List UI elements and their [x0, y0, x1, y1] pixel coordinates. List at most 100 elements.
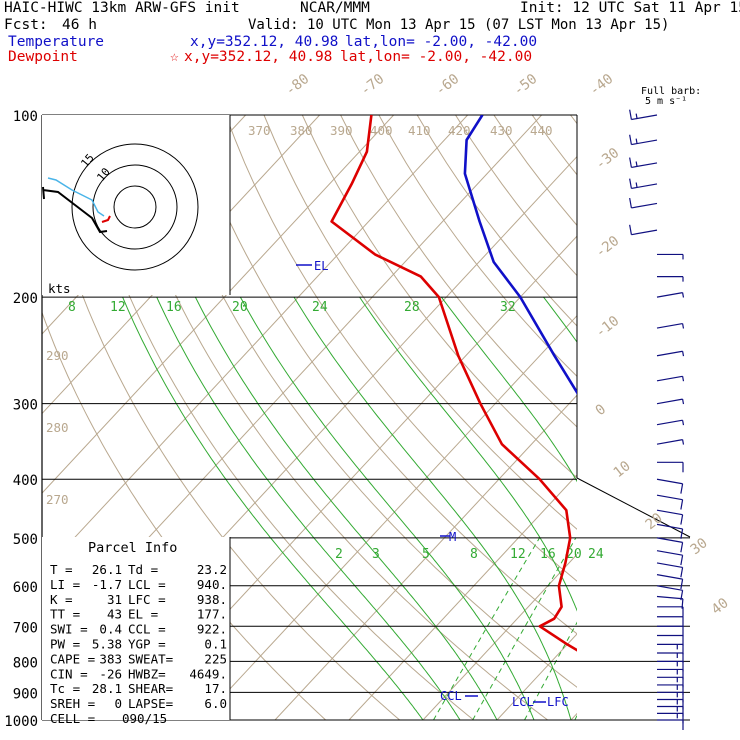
wind-barb: [656, 350, 685, 357]
parcel-key: LCL =: [128, 577, 166, 592]
parcel-key: PW =: [50, 637, 80, 652]
wind-barb: [657, 634, 684, 646]
wind-barb: [657, 652, 684, 664]
parcel-value: 938.: [197, 592, 227, 607]
isotherm-line: [348, 474, 577, 720]
hodograph-trace-upper: [47, 177, 105, 217]
wind-barb-flag: [635, 182, 638, 188]
parcel-value: 0: [114, 696, 122, 711]
parcel-key: LAPSE=: [128, 696, 173, 711]
wind-barb-flag: [680, 590, 684, 601]
wind-barb-flag: [635, 161, 638, 167]
wind-barb-flag: [680, 555, 684, 566]
parcel-key: EL =: [128, 607, 158, 622]
wind-barb: [656, 537, 684, 553]
wind-barb-flag: [680, 567, 684, 578]
isotherm-label: 30: [688, 535, 711, 558]
wind-barb: [657, 684, 684, 695]
isotherm-line: [719, 115, 740, 720]
parcel-value: 17.: [204, 681, 227, 696]
isotherm-line: [422, 553, 577, 720]
wind-barb: [657, 253, 684, 260]
forecast-label: Fcst:: [4, 17, 48, 33]
wind-barb: [656, 585, 684, 601]
isotherm-line: [42, 115, 469, 574]
wind-barb: [657, 660, 684, 672]
parcel-value: 090/15: [122, 711, 167, 726]
dry-adiabat-line: [225, 115, 577, 582]
wind-barb-staff: [656, 537, 683, 543]
wind-barb: [656, 375, 685, 382]
wind-barb-staff: [656, 574, 683, 580]
wind-barb: [657, 712, 684, 724]
isotherm-line: [645, 115, 740, 720]
lfc-label: LFC: [547, 695, 569, 709]
wind-barb-flag: [629, 109, 632, 120]
wind-barb: [657, 676, 684, 688]
wind-barb-flag: [680, 514, 684, 525]
dry-adiabat-label: 410: [408, 123, 431, 138]
wind-barb-staff: [631, 139, 658, 146]
mixing-ratio-label: 2: [335, 547, 343, 562]
parcel-value: 5.38: [92, 637, 122, 652]
wind-barb-staff: [631, 202, 658, 209]
parcel-value: 922.: [197, 622, 227, 637]
parcel-title: Parcel Info: [88, 540, 177, 556]
pressure-tick-label: 600: [13, 580, 38, 596]
level-annotations: EL CCL LCL LFC M: [296, 259, 569, 709]
dry-adiabat-line: [685, 115, 740, 733]
wind-barb: [657, 276, 684, 282]
hodograph-ring: [92, 164, 178, 250]
mixing-ratio-label: 16: [540, 547, 556, 562]
wind-barb: [656, 509, 684, 525]
parcel-key: CCL =: [128, 622, 166, 637]
dry-adiabat-grid: [42, 115, 740, 733]
mixing-ratio-label: 24: [588, 547, 604, 562]
hodograph-ring: [71, 143, 199, 271]
wind-barb-flag: [629, 157, 632, 168]
dry-adiabat-line: [724, 115, 740, 733]
valid-time: Valid: 10 UTC Mon 13 Apr 15 (07 LST Mon …: [248, 17, 670, 33]
parcel-value: -1.7: [92, 577, 122, 592]
wind-barb-staff: [656, 350, 683, 357]
isotherm-label: -20: [593, 233, 623, 261]
lcl-label: LCL: [512, 695, 534, 709]
isotherm-label: 40: [709, 595, 732, 618]
wind-barb: [629, 134, 658, 146]
isotherm-label: -40: [587, 71, 617, 99]
wind-barb-staff: [631, 114, 658, 121]
wind-barb-flag: [635, 113, 638, 119]
temperature-xy: x,y=352.12, 40.98: [190, 34, 339, 50]
hodograph-trace-low: [101, 215, 111, 223]
sounding-traces: [330, 115, 577, 652]
parcel-value: 383: [99, 651, 122, 666]
wind-barb: [656, 574, 684, 590]
dry-adiabat-line: [301, 115, 577, 479]
pressure-tick-label: 200: [13, 291, 38, 307]
wind-barb: [656, 550, 684, 566]
parcel-value: 28.1: [92, 681, 122, 696]
el-label: EL: [314, 259, 328, 273]
wind-barb-flag: [680, 579, 684, 590]
wind-barb: [656, 562, 684, 578]
wind-barb: [657, 668, 684, 680]
parcel-key: K =: [50, 592, 73, 607]
isotherm-line: [42, 115, 395, 494]
parcel-key: CELL =: [50, 711, 95, 726]
mixing-ratio-label: 8: [68, 300, 76, 315]
wind-barb-flag: [680, 542, 684, 553]
right-border-diag: [576, 477, 691, 538]
parcel-key: SREH =: [50, 696, 95, 711]
parcel-key: SHEAR=: [128, 681, 173, 696]
dewpoint-latlon: lat,lon= -2.00, -42.00: [340, 49, 533, 65]
dry-adiabat-line: [110, 115, 549, 720]
wind-barb: [657, 616, 684, 627]
isotherm-label: -30: [593, 145, 623, 173]
wind-barb: [629, 109, 658, 121]
dry-adiabat-line: [455, 115, 577, 277]
parcel-key: SWEAT=: [128, 651, 173, 666]
isotherm-line: [274, 394, 577, 720]
pressure-tick-label: 700: [13, 620, 38, 636]
isotherm-label: -60: [433, 71, 463, 99]
